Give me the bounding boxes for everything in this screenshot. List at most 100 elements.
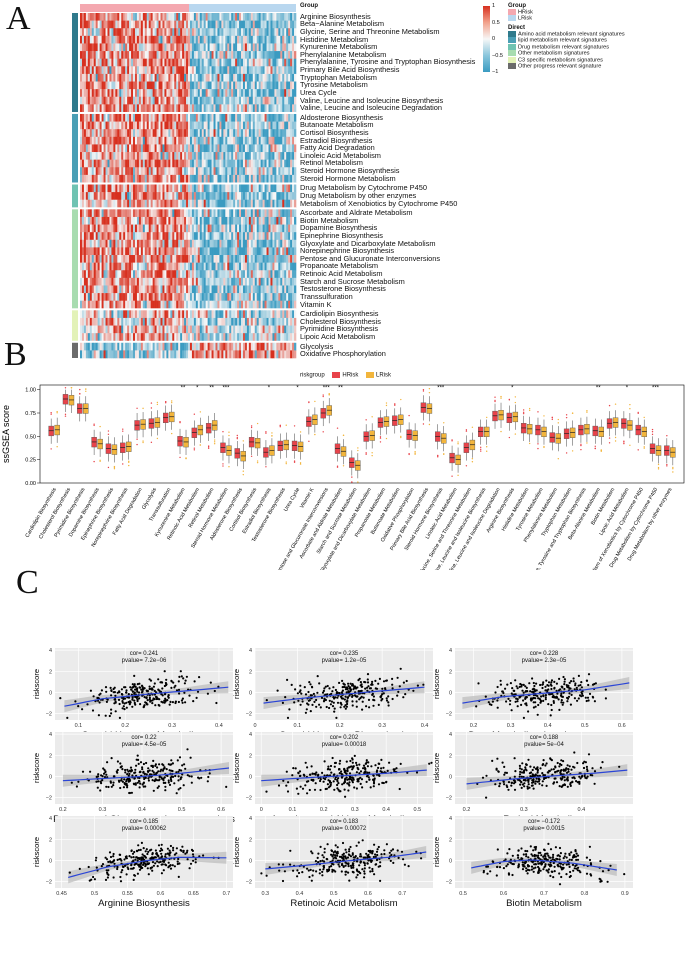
- heatmap-cell: [205, 192, 208, 201]
- heatmap-cell: [252, 270, 256, 279]
- heatmap-cell: [109, 342, 112, 351]
- heatmap-cell: [113, 20, 116, 29]
- heatmap-cell: [182, 342, 185, 351]
- heatmap-cell: [134, 300, 138, 309]
- heatmap-cell: [256, 129, 259, 138]
- heatmap-cell: [182, 325, 185, 334]
- heatmap-cell: [215, 13, 218, 21]
- heatmap-cell: [272, 270, 275, 279]
- heatmap-cell: [83, 199, 87, 208]
- heatmap-cell: [168, 73, 171, 82]
- heatmap-cell: [129, 174, 132, 183]
- heatmap-cell: [201, 20, 205, 29]
- heatmap-cell: [107, 66, 110, 75]
- heatmap-cell: [260, 66, 263, 75]
- heatmap-cell: [262, 350, 265, 359]
- heatmap-cell: [284, 192, 287, 201]
- heatmap-cell: [180, 184, 183, 193]
- heatmap-cell: [136, 167, 140, 176]
- heatmap-cell: [140, 144, 144, 153]
- heatmap-cell: [176, 247, 179, 256]
- heatmap-cell: [101, 184, 104, 193]
- heatmap-cell: [164, 104, 167, 113]
- heatmap-cell: [231, 129, 234, 138]
- heatmap-cell: [250, 174, 254, 183]
- heatmap-cell: [231, 144, 234, 153]
- heatmap-cell: [93, 66, 97, 75]
- heatmap-cell: [93, 58, 97, 67]
- heatmap-cell: [121, 58, 124, 67]
- heatmap-cell: [103, 199, 106, 208]
- heatmap-cell: [182, 58, 185, 67]
- heatmap-cell: [105, 89, 108, 98]
- heatmap-cell: [205, 113, 208, 122]
- heatmap-cell: [101, 333, 104, 342]
- heatmap-cell: [235, 51, 238, 59]
- heatmap-cell: [294, 28, 297, 37]
- heatmap-cell: [80, 293, 83, 301]
- heatmap-cell: [233, 317, 236, 326]
- heatmap-cell: [266, 247, 269, 256]
- heatmap-cell: [209, 317, 212, 326]
- heatmap-cell: [189, 159, 193, 168]
- heatmap-cell: [95, 81, 98, 90]
- heatmap-cell: [83, 184, 87, 193]
- heatmap-cell: [256, 350, 259, 359]
- heatmap-cell: [129, 199, 132, 208]
- heatmap-cell: [197, 209, 201, 218]
- heatmap-cell: [80, 310, 83, 319]
- heatmap-cell: [274, 81, 277, 90]
- heatmap-cell: [158, 300, 161, 309]
- heatmap-cell: [225, 58, 228, 67]
- heatmap-cell: [195, 28, 199, 37]
- heatmap-cell: [83, 89, 87, 98]
- heatmap-cell: [284, 209, 287, 218]
- heatmap-cell: [246, 199, 250, 208]
- heatmap-cell: [111, 81, 114, 90]
- box-outlier: [79, 388, 81, 391]
- heatmap-cell: [197, 270, 201, 279]
- heatmap-cell: [237, 277, 240, 286]
- heatmap-cell: [103, 216, 106, 225]
- heatmap-cell: [215, 317, 218, 326]
- heatmap-cell: [276, 255, 279, 263]
- heatmap-cell: [144, 51, 148, 59]
- heatmap-cell: [81, 199, 85, 208]
- heatmap-cell: [142, 184, 146, 193]
- heatmap-cell: [101, 58, 104, 67]
- heatmap-cell: [174, 104, 177, 113]
- heatmap-cell: [87, 277, 91, 286]
- heatmap-cell: [113, 159, 116, 168]
- heatmap-cell: [256, 255, 259, 263]
- heatmap-cell: [221, 58, 224, 67]
- heatmap-cell: [162, 43, 165, 52]
- heatmap-cell: [131, 270, 134, 279]
- heatmap-cell: [97, 247, 100, 256]
- heatmap-cell: [109, 333, 112, 342]
- heatmap-cell: [274, 159, 277, 168]
- heatmap-cell: [288, 73, 291, 82]
- heatmap-cell: [133, 350, 136, 359]
- heatmap-cell: [170, 89, 173, 98]
- heatmap-cell: [248, 113, 252, 122]
- heatmap-cell: [292, 58, 295, 67]
- heatmap-cell: [156, 310, 159, 319]
- heatmap-cell: [142, 239, 146, 248]
- colorbar-legend: 1 0.5 0 −0.5 −1: [483, 3, 503, 75]
- heatmap-cell: [225, 192, 228, 201]
- heatmap-cell: [278, 209, 281, 218]
- heatmap-cell: [276, 73, 279, 82]
- heatmap-cell: [209, 342, 212, 351]
- heatmap-cell: [276, 310, 279, 319]
- heatmap-cell: [264, 342, 267, 351]
- heatmap-cell: [254, 300, 258, 309]
- heatmap-cell: [121, 43, 124, 52]
- heatmap-cell: [170, 270, 173, 279]
- heatmap-cell: [242, 239, 246, 248]
- heatmap-cell: [205, 232, 208, 241]
- heatmap-cell: [109, 209, 112, 218]
- heatmap-cell: [223, 293, 226, 301]
- heatmap-cell: [205, 104, 208, 113]
- heatmap-cell: [195, 317, 199, 326]
- heatmap-cell: [95, 262, 98, 271]
